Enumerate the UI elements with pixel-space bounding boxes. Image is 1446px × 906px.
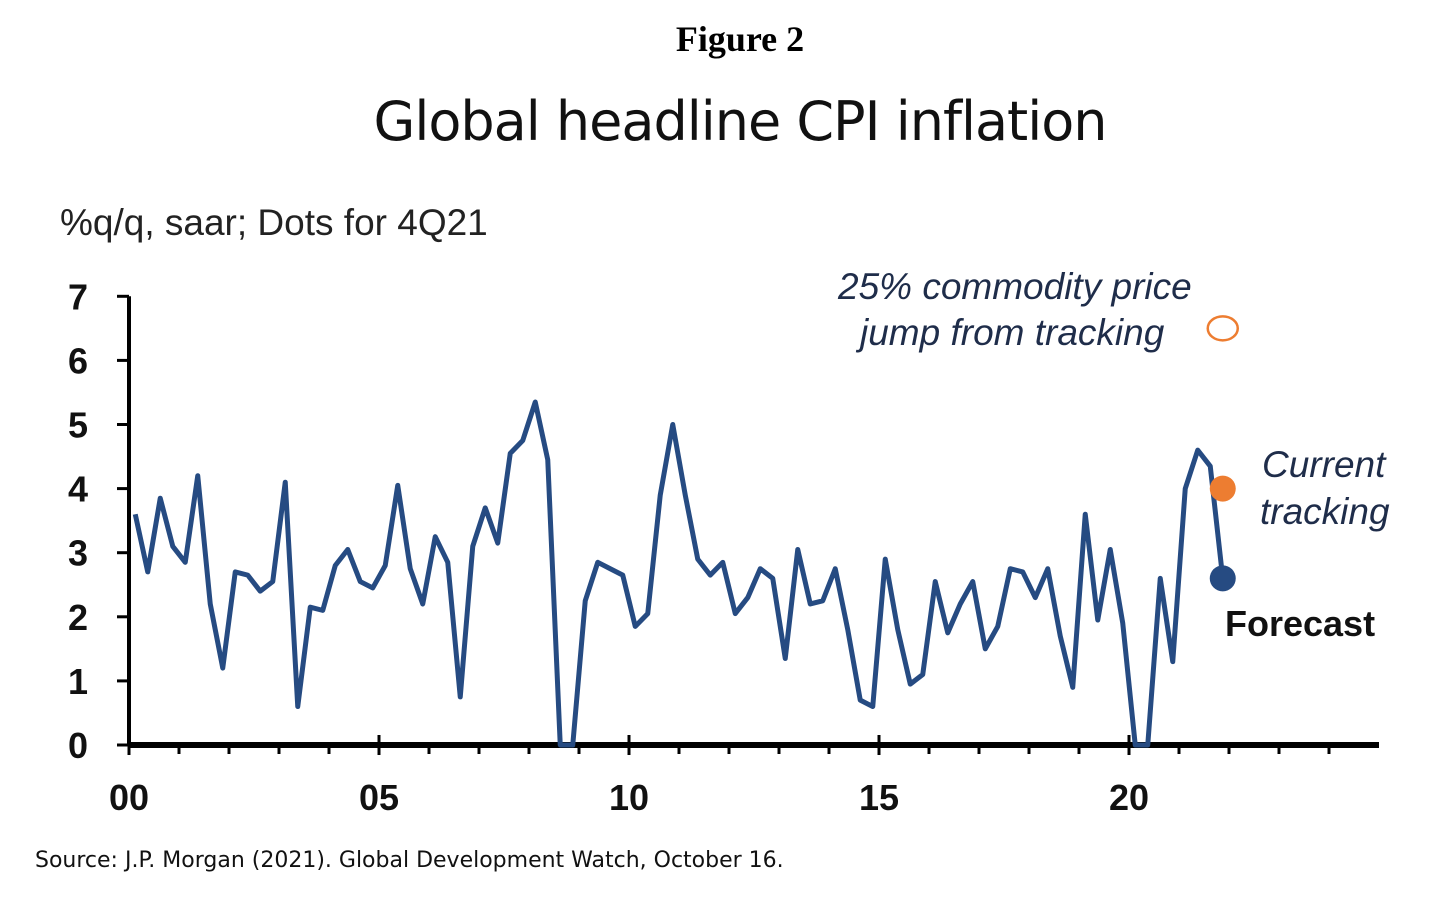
x-tick-label: 15 <box>859 777 899 818</box>
dot-25-commodity-price-jump-from-tracking <box>1206 315 1239 342</box>
x-tick-label: 00 <box>109 777 149 818</box>
dot-forecast <box>1209 565 1236 592</box>
y-tick-label: 6 <box>68 340 88 381</box>
annotation-commodity-2: jump from tracking <box>860 312 1165 353</box>
x-tick-label: 05 <box>359 777 399 818</box>
annotation-current-1: Current <box>1262 444 1386 485</box>
annotation-commodity-1: 25% commodity price <box>838 266 1192 307</box>
y-tick-label: 7 <box>68 276 88 317</box>
x-tick-label: 20 <box>1109 777 1149 818</box>
chart-title: Global headline CPI inflation <box>373 90 1108 153</box>
y-tick-label: 4 <box>68 469 88 510</box>
figure-label: Figure 2 <box>675 19 805 59</box>
inflation-line <box>132 399 1226 748</box>
y-tick-label: 1 <box>68 661 88 702</box>
y-axis-label: %q/q, saar; Dots for 4Q21 <box>60 202 488 243</box>
x-tick-label: 10 <box>609 777 649 818</box>
annotation-current-2: tracking <box>1260 491 1390 532</box>
y-tick-label: 5 <box>68 405 88 446</box>
y-tick-label: 0 <box>68 725 88 766</box>
y-tick-label: 2 <box>68 597 88 638</box>
source-note: Source: J.P. Morgan (2021). Global Devel… <box>35 848 784 873</box>
annotation-forecast: Forecast <box>1225 603 1376 644</box>
dot-current-tracking <box>1209 475 1236 502</box>
y-tick-label: 3 <box>68 533 88 574</box>
